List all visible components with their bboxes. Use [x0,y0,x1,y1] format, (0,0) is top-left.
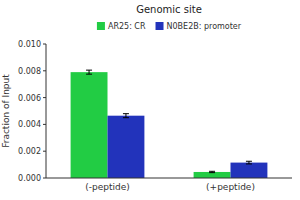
y-tick-label: 0.008 [18,67,41,76]
error-line [125,114,126,118]
y-tick-label: 0.006 [18,94,41,103]
legend-label: AR25: CR [108,22,146,31]
y-tick-label: 0.000 [18,174,41,183]
chart-container: 0.000 0.002 0.004 0.006 0.008 0.010 (-peptide)… [0,0,300,200]
error-cap [86,70,92,71]
bar [194,172,231,178]
bar [108,116,145,178]
error-cap [209,171,215,172]
error-cap [86,74,92,75]
x-tick-label: (+peptide) [206,182,255,192]
y-tick-label: 0.004 [18,120,41,129]
error-bar [86,70,92,74]
x-axis [46,178,292,179]
error-cap [123,117,129,118]
error-bar [123,114,129,118]
error-line [89,70,90,74]
y-axis-label: Fraction of Input [1,74,11,148]
error-cap [123,113,129,114]
error-bar [209,171,215,172]
chart: 0.000 0.002 0.004 0.006 0.008 0.010 (-peptide)… [0,0,300,200]
legend-label: N0BE2B: promoter [167,22,242,31]
error-cap [246,163,252,164]
error-cap [246,161,252,162]
legend: AR25: CR N0BE2B: promoter [97,22,242,31]
y-tick-label: 0.002 [18,147,41,156]
x-tick-label: (-peptide) [85,182,130,192]
y-tick-label: 0.010 [18,40,41,49]
error-cap [209,172,215,173]
title: Genomic site [136,4,202,15]
y-axis [46,44,47,178]
marks [71,70,268,178]
legend-swatch [156,22,164,30]
legend-swatch [97,22,105,30]
bar [231,163,268,178]
error-bar [246,161,252,164]
bar [71,72,108,178]
